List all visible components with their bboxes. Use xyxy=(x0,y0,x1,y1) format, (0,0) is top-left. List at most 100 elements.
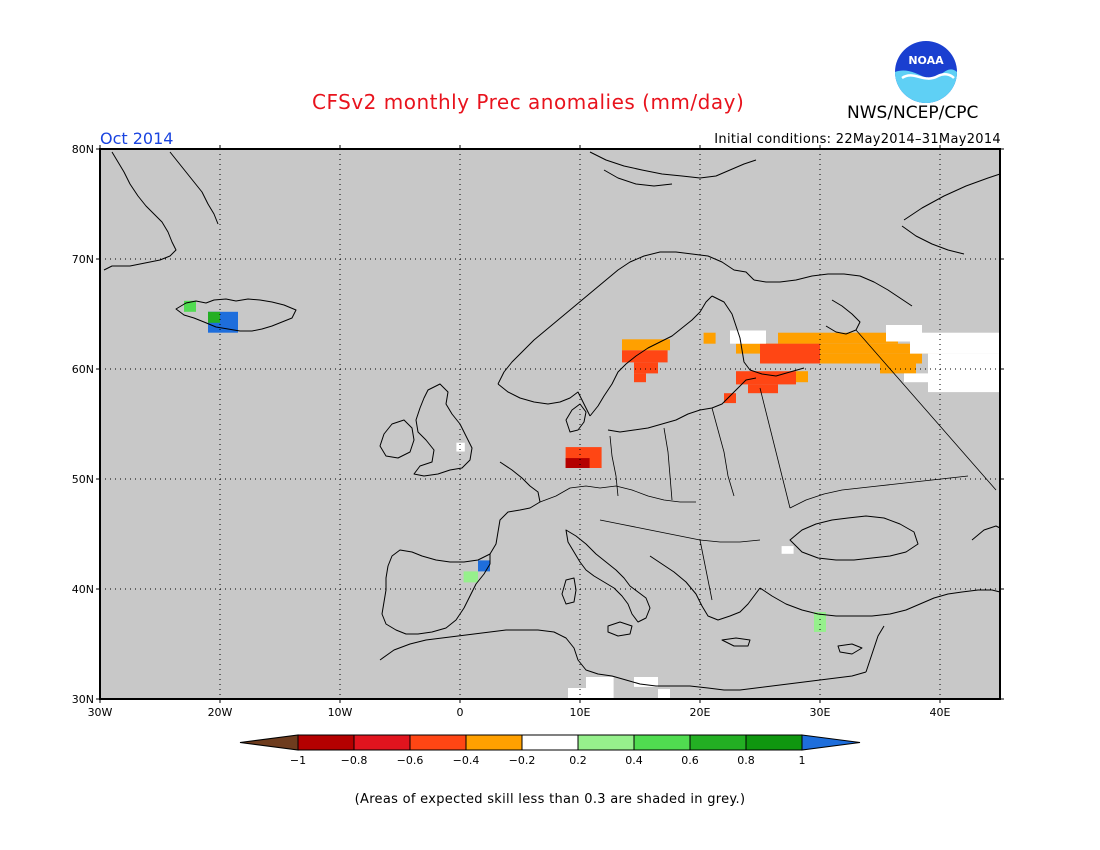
balkan-coast xyxy=(649,555,761,621)
white-sea-coast xyxy=(825,299,861,335)
initial-conditions: Initial conditions: 22May2014–31May2014 xyxy=(714,132,1001,147)
anomaly-cell-10 xyxy=(778,332,898,344)
novaya-zemlya-coast-2 xyxy=(901,225,965,255)
anomaly-cell-32 xyxy=(781,546,794,554)
norway-south xyxy=(497,383,591,417)
colorbar-box xyxy=(353,734,411,751)
ireland-coast xyxy=(379,419,415,459)
anomaly-cell-4 xyxy=(622,350,668,363)
lat-label: 60N xyxy=(72,363,94,376)
lon-label: 20E xyxy=(690,706,711,719)
anomaly-cell-19 xyxy=(478,560,490,572)
colorbar-arrow-low xyxy=(239,734,299,751)
france-coast xyxy=(489,461,541,555)
norway-coast xyxy=(497,251,755,385)
iceland-coast xyxy=(175,298,297,332)
anomaly-cell-0 xyxy=(208,311,238,333)
map-frame xyxy=(99,148,1001,700)
greenland-coast xyxy=(103,151,177,271)
greenland-coast-east xyxy=(169,151,219,225)
colorbar-label: −0.8 xyxy=(341,754,368,767)
sicily-coast xyxy=(607,621,633,637)
anomaly-cells xyxy=(184,300,1000,699)
black-sea-coast xyxy=(789,515,919,561)
colorbar-box xyxy=(465,734,523,751)
lon-label: 20W xyxy=(208,706,233,719)
colorbar-label: −0.2 xyxy=(509,754,536,767)
anatolia-coast xyxy=(759,587,1001,617)
sweden-coast xyxy=(589,295,713,417)
anomaly-cell-1 xyxy=(208,311,220,323)
anomaly-cell-5 xyxy=(634,362,658,374)
colorbar-box xyxy=(633,734,691,751)
colorbar-label: 0.6 xyxy=(681,754,699,767)
crete-coast xyxy=(721,637,751,647)
colorbar-label: −0.6 xyxy=(397,754,424,767)
great-britain-coast xyxy=(413,383,473,477)
map-title: CFSv2 monthly Prec anomalies (mm/day) xyxy=(312,90,745,114)
colorbar-label: 0.8 xyxy=(737,754,755,767)
anomaly-cell-12 xyxy=(760,353,922,364)
anomaly-cell-9 xyxy=(703,332,716,344)
sardinia-coast xyxy=(561,577,577,605)
svalbard-coast xyxy=(589,151,757,179)
colorbar-arrow-high xyxy=(801,734,861,751)
anomaly-cell-26 xyxy=(886,325,922,342)
valid-period: Oct 2014 xyxy=(100,129,174,148)
longitude-labels: 30W 20W 10W 0 10E 20E 30E 40E xyxy=(88,706,951,719)
colorbar-label: 1 xyxy=(799,754,806,767)
anomaly-cell-13 xyxy=(880,363,916,374)
colorbar-label: −0.4 xyxy=(453,754,480,767)
anomaly-cell-16 xyxy=(796,371,808,383)
anomaly-cell-8 xyxy=(565,458,590,468)
anomaly-cell-23 xyxy=(928,353,1000,393)
colorbar xyxy=(239,734,861,751)
grid-lines xyxy=(100,149,1000,699)
colorbar-labels: −1 −0.8 −0.6 −0.4 −0.2 0.2 0.4 0.6 0.8 1 xyxy=(290,754,806,767)
novaya-zemlya-coast xyxy=(903,173,1001,221)
map-background xyxy=(100,149,1000,699)
anomaly-cell-25 xyxy=(730,330,766,344)
colorbar-label: 0.2 xyxy=(569,754,587,767)
levant-coast xyxy=(865,625,885,673)
lat-label: 50N xyxy=(72,473,94,486)
north-africa-coast xyxy=(379,629,867,691)
coastlines xyxy=(103,151,1001,691)
anomaly-cell-15 xyxy=(736,371,796,385)
anomaly-cell-20 xyxy=(463,571,478,583)
latitude-labels: 80N 70N 60N 50N 40N 30N xyxy=(72,143,94,706)
anomaly-cell-29 xyxy=(568,688,586,699)
lat-label: 40N xyxy=(72,583,94,596)
anomaly-cell-2 xyxy=(184,300,196,312)
anomaly-cell-11 xyxy=(736,343,940,354)
colorbar-box xyxy=(297,734,355,751)
noaa-logo-text: NOAA xyxy=(908,54,944,67)
colorbar-label: −1 xyxy=(290,754,306,767)
anomaly-cell-6 xyxy=(634,373,646,383)
axis-ticks xyxy=(96,145,1004,703)
cyprus-coast xyxy=(837,643,863,655)
anomaly-cell-14 xyxy=(760,343,820,364)
anomaly-cell-7 xyxy=(565,447,602,468)
iberia-coast xyxy=(381,549,491,635)
colorbar-box xyxy=(577,734,635,751)
baltic-south-coast xyxy=(607,377,757,433)
borders xyxy=(539,329,997,601)
lat-label: 30N xyxy=(72,693,94,706)
denmark-coast xyxy=(565,403,587,433)
colorbar-box xyxy=(521,734,579,751)
italy-coast xyxy=(565,529,651,623)
anomaly-cell-27 xyxy=(586,677,614,699)
lon-label: 10E xyxy=(570,706,591,719)
anomaly-cell-28 xyxy=(634,677,658,687)
agency-label: NWS/NCEP/CPC xyxy=(847,103,979,123)
caspian-coast xyxy=(971,525,1001,541)
anomaly-cell-31 xyxy=(456,442,465,452)
lon-label: 40E xyxy=(930,706,951,719)
anomaly-cell-22 xyxy=(910,332,1000,354)
skill-footnote: (Areas of expected skill less than 0.3 a… xyxy=(354,792,746,807)
anomaly-cell-3 xyxy=(622,339,670,351)
anomaly-cell-24 xyxy=(904,373,928,383)
svalbard-coast-2 xyxy=(603,169,673,187)
